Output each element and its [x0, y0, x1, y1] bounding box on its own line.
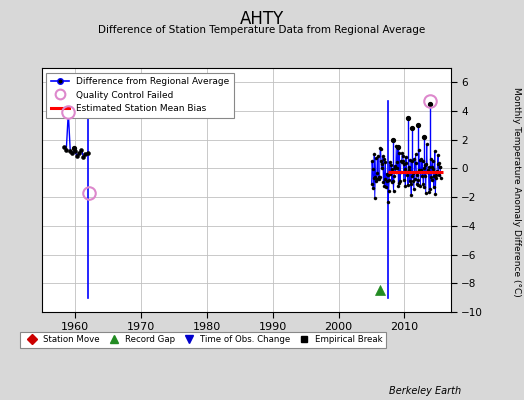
Legend: Station Move, Record Gap, Time of Obs. Change, Empirical Break: Station Move, Record Gap, Time of Obs. C…: [20, 332, 386, 348]
Legend: Difference from Regional Average, Quality Control Failed, Estimated Station Mean: Difference from Regional Average, Qualit…: [47, 72, 234, 118]
Text: Difference of Station Temperature Data from Regional Average: Difference of Station Temperature Data f…: [99, 25, 425, 35]
Text: Berkeley Earth: Berkeley Earth: [389, 386, 461, 396]
Text: Monthly Temperature Anomaly Difference (°C): Monthly Temperature Anomaly Difference (…: [512, 87, 521, 297]
Text: AHTY: AHTY: [240, 10, 284, 28]
